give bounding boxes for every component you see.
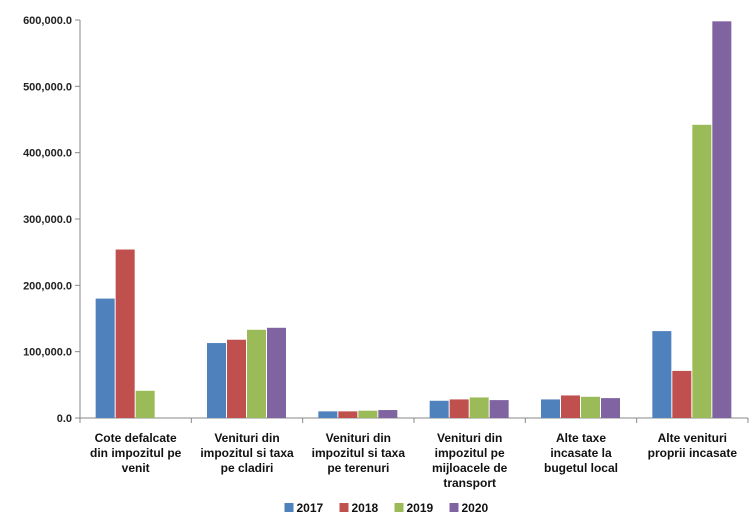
legend-label-2017: 2017 [297, 501, 324, 515]
category-label: Alte venituri proprii incasate [648, 431, 738, 460]
category-label: Cote defalcate din impozitul pe venit [90, 431, 182, 475]
category-label: Venituri din impozitul pe mijloacele de tra… [432, 431, 508, 490]
bar-2017-2 [318, 411, 338, 418]
bar-2018-3 [449, 399, 469, 418]
y-tick-labels: 0.0 100,000.0 200,000.0 300,000.0 400,000.0 5… [23, 15, 72, 425]
bar-2020-5 [712, 21, 732, 419]
legend-label-2019: 2019 [407, 501, 434, 515]
bar-2017-0 [95, 298, 115, 418]
legend-swatch-2019 [394, 503, 404, 512]
bar-2019-4 [581, 396, 600, 418]
bar-2020-2 [378, 410, 398, 418]
y-tick-label: 200,000.0 [23, 280, 72, 292]
axes [75, 19, 749, 423]
bar-2019-2 [358, 410, 378, 418]
legend-label-2018: 2018 [352, 501, 379, 515]
y-tick-label: 600,000.0 [23, 15, 72, 27]
bar-2018-2 [338, 411, 358, 418]
y-tick-label: 400,000.0 [23, 148, 72, 160]
bars [95, 21, 732, 419]
legend-swatch-2020 [449, 503, 459, 512]
y-tick-label: 0.0 [57, 413, 72, 425]
bar-2018-1 [227, 339, 246, 418]
bar-2020-4 [601, 398, 620, 418]
category-label: Venituri din impozitul si taxa pe cladiri [200, 431, 294, 475]
legend-swatch-2018 [339, 503, 349, 512]
y-tick-label: 500,000.0 [23, 81, 72, 93]
bar-2017-4 [541, 399, 560, 418]
bar-2020-3 [489, 400, 509, 418]
y-tick-label: 100,000.0 [23, 347, 72, 359]
bar-2018-5 [672, 370, 692, 418]
category-label: Venituri din impozitul si taxa pe terenuri [312, 431, 406, 475]
legend-label-2020: 2020 [462, 501, 489, 515]
legend-swatch-2017 [284, 503, 294, 512]
bar-2019-1 [247, 329, 266, 418]
bar-2020-1 [267, 327, 286, 418]
bar-2019-0 [135, 390, 155, 418]
bar-2019-5 [692, 124, 712, 418]
category-labels: Cote defalcate din impozitul pe venit Venit… [90, 431, 737, 490]
y-tick-label: 300,000.0 [23, 214, 72, 226]
bar-2018-0 [115, 249, 135, 418]
bar-2017-1 [207, 343, 226, 418]
category-label: Alte taxe incasate la bugetul local [544, 431, 618, 475]
bar-2017-5 [652, 331, 672, 418]
bar-2017-3 [429, 400, 449, 418]
bar-2019-3 [469, 397, 489, 418]
legend: 2017 2018 2019 2020 [284, 501, 489, 515]
bar-2018-4 [561, 395, 580, 418]
